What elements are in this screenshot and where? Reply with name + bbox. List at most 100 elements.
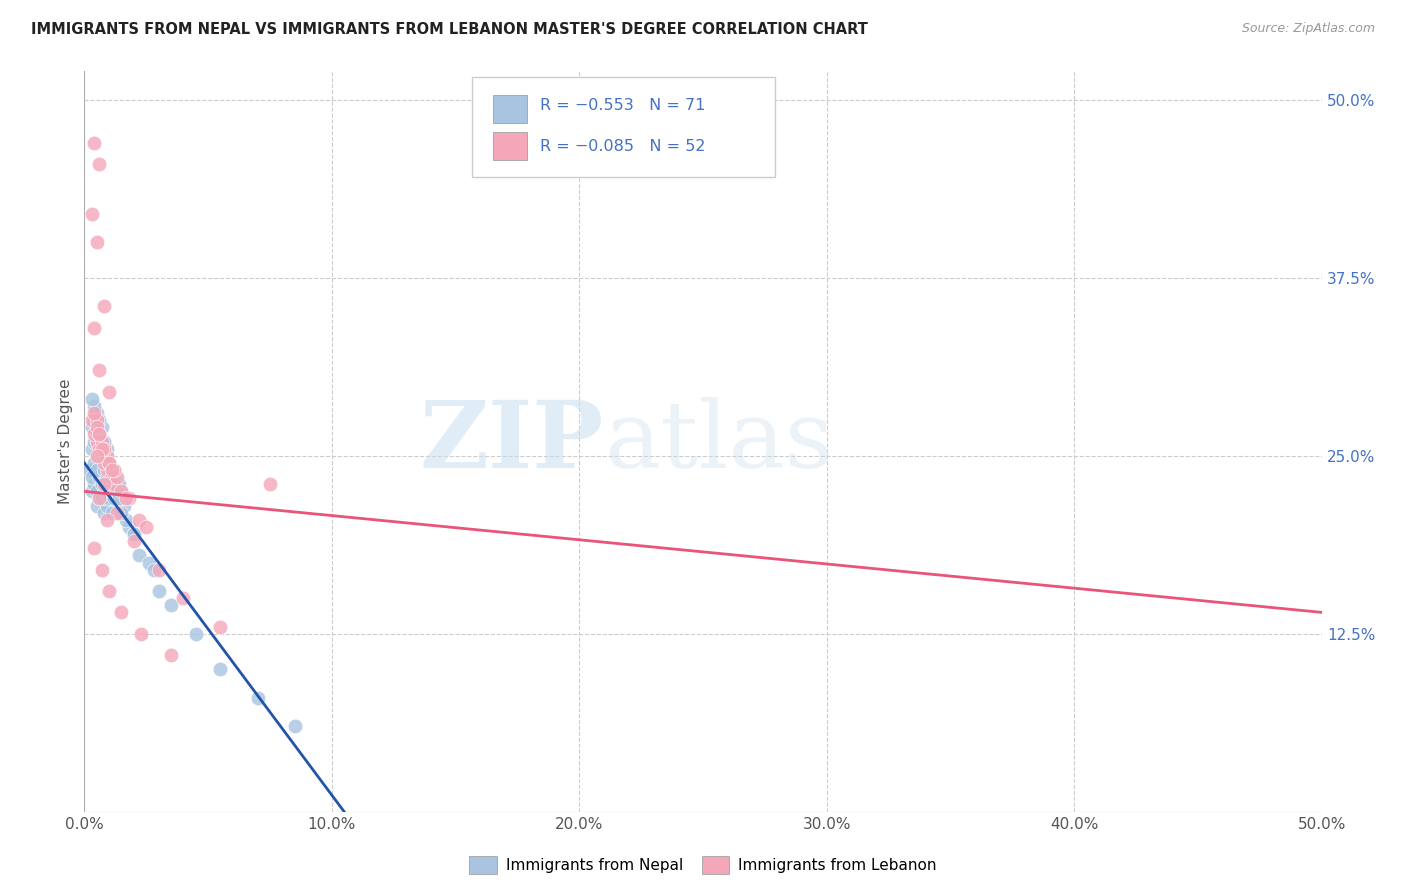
Point [93,477,115,491]
Point [83,320,105,334]
Point [148,584,170,599]
Point [98,456,121,470]
Point [80,392,103,406]
Point [122,534,145,549]
Point [80,420,103,434]
Point [89,491,111,506]
Point [90,442,112,456]
Point [129,626,152,640]
Point [93,442,115,456]
Point [148,563,170,577]
Point [89,157,111,171]
Point [96,470,118,484]
Point [80,413,103,427]
Point [160,599,183,613]
Point [86,420,108,434]
Point [86,413,108,427]
Point [138,556,160,570]
Point [103,477,125,491]
Point [128,549,150,563]
Point [98,456,121,470]
Point [98,463,121,477]
Point [93,456,115,470]
Point [89,363,111,377]
Point [83,477,105,491]
Text: R = −0.085   N = 52: R = −0.085 N = 52 [540,138,706,153]
Point [93,506,115,520]
Point [80,484,103,499]
Point [96,449,118,463]
Point [90,434,112,449]
Point [86,406,108,420]
Point [89,413,111,427]
Point [89,427,111,442]
Point [115,491,138,506]
Text: R = −0.553   N = 71: R = −0.553 N = 71 [540,98,704,113]
Point [86,235,108,250]
Point [83,456,105,470]
Point [93,434,115,449]
Point [80,470,103,484]
Point [89,427,111,442]
Point [86,484,108,499]
Point [122,527,145,541]
Point [90,449,112,463]
Text: ZIP: ZIP [420,397,605,486]
Point [79,463,101,477]
Point [184,626,207,640]
Point [103,470,125,484]
Text: Source: ZipAtlas.com: Source: ZipAtlas.com [1241,22,1375,36]
Point [93,434,115,449]
Point [98,491,121,506]
Point [90,442,112,456]
Point [110,506,132,520]
Point [96,513,118,527]
Point [89,442,111,456]
Point [98,456,121,470]
Point [115,513,138,527]
Text: atlas: atlas [605,397,834,486]
Point [98,584,121,599]
Point [98,384,121,399]
Point [105,506,128,520]
Point [83,427,105,442]
Point [122,527,145,541]
Point [90,442,112,456]
Point [83,434,105,449]
Point [83,399,105,413]
FancyBboxPatch shape [492,95,527,123]
Point [89,427,111,442]
Point [86,434,108,449]
Point [86,463,108,477]
Point [172,591,194,606]
Point [105,484,128,499]
Point [108,477,131,491]
Point [246,690,269,705]
Point [259,477,281,491]
Point [83,413,105,427]
Point [93,442,115,456]
Legend: Immigrants from Nepal, Immigrants from Lebanon: Immigrants from Nepal, Immigrants from L… [463,850,943,880]
Point [103,463,125,477]
Point [93,299,115,313]
Point [103,463,125,477]
Point [105,470,128,484]
Point [93,463,115,477]
Point [118,520,141,534]
Point [209,662,232,676]
Point [98,463,121,477]
Point [110,484,132,499]
Point [90,477,112,491]
Point [135,520,157,534]
Point [89,449,111,463]
FancyBboxPatch shape [471,78,775,178]
FancyBboxPatch shape [492,132,527,161]
Point [128,513,150,527]
Point [110,484,132,499]
Point [118,491,141,506]
Point [96,442,118,456]
Point [89,427,111,442]
Point [142,563,165,577]
Point [86,413,108,427]
Point [96,449,118,463]
